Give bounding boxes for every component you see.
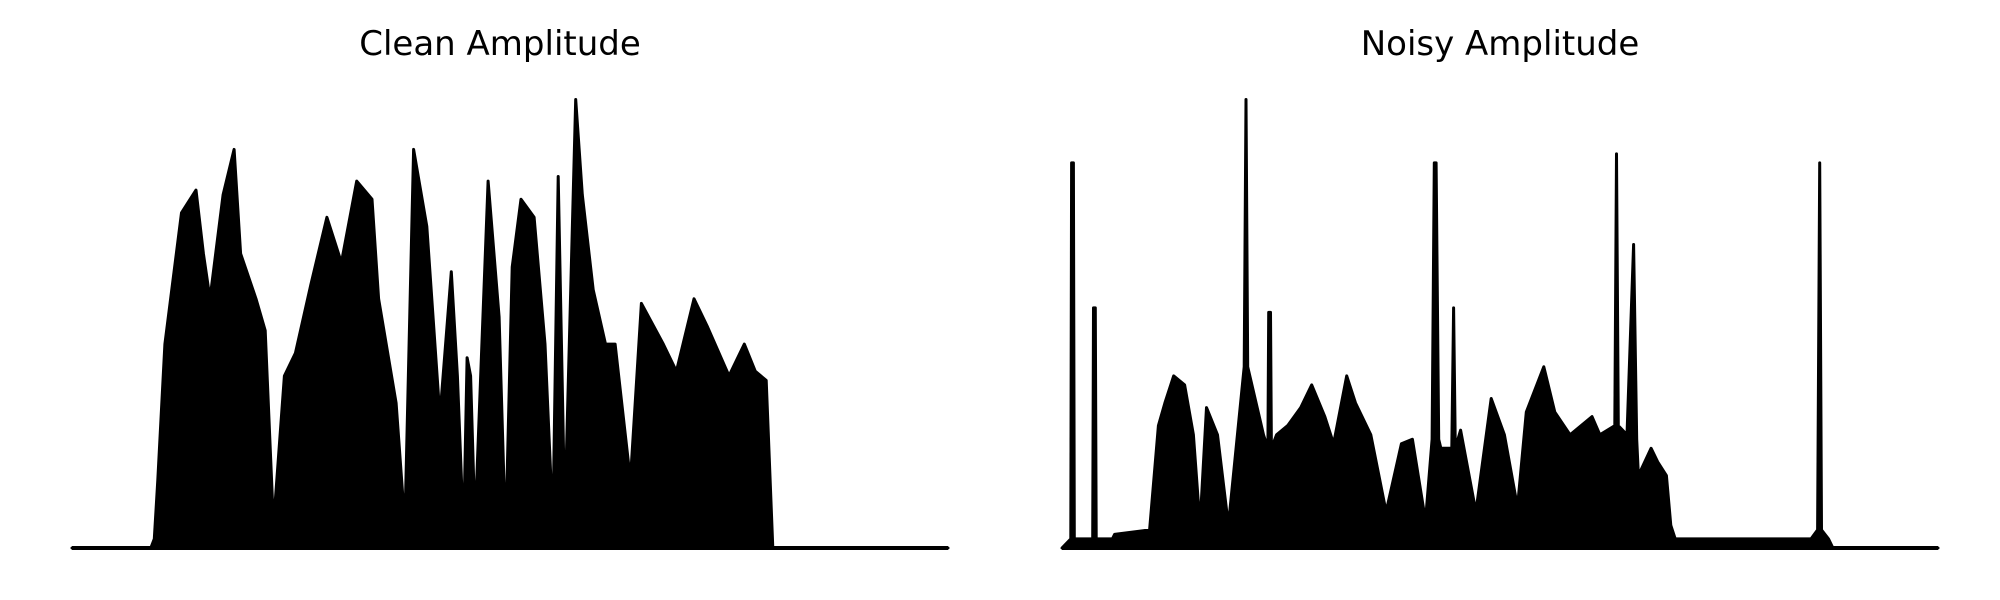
noisy-amplitude-plot [1060, 98, 1940, 550]
noisy-amplitude-title: Noisy Amplitude [1360, 24, 1640, 64]
clean-amplitude-plot [70, 98, 950, 550]
amplitude-area [1060, 98, 1940, 550]
clean-amplitude-chart: Clean Amplitude [70, 24, 950, 550]
clean-amplitude-title: Clean Amplitude [359, 24, 641, 64]
amplitude-area [70, 98, 950, 550]
noisy-amplitude-chart: Noisy Amplitude [1000, 0, 2000, 600]
